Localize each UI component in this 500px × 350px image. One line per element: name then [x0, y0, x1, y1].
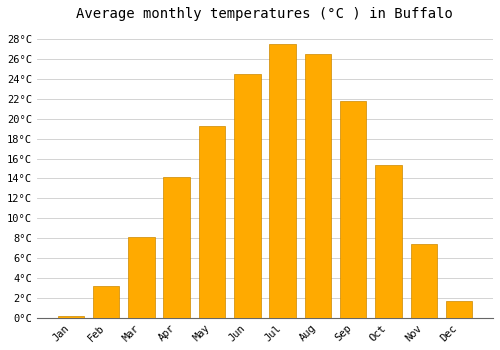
- Bar: [270, 44, 296, 318]
- Bar: [304, 54, 331, 318]
- Bar: [58, 316, 84, 318]
- Bar: [198, 126, 225, 318]
- Bar: [128, 237, 154, 318]
- Title: Average monthly temperatures (°C ) in Buffalo: Average monthly temperatures (°C ) in Bu…: [76, 7, 454, 21]
- Bar: [340, 101, 366, 318]
- Bar: [410, 244, 437, 318]
- Bar: [446, 301, 472, 318]
- Bar: [234, 74, 260, 318]
- Bar: [164, 177, 190, 318]
- Bar: [93, 286, 120, 318]
- Bar: [375, 166, 402, 318]
